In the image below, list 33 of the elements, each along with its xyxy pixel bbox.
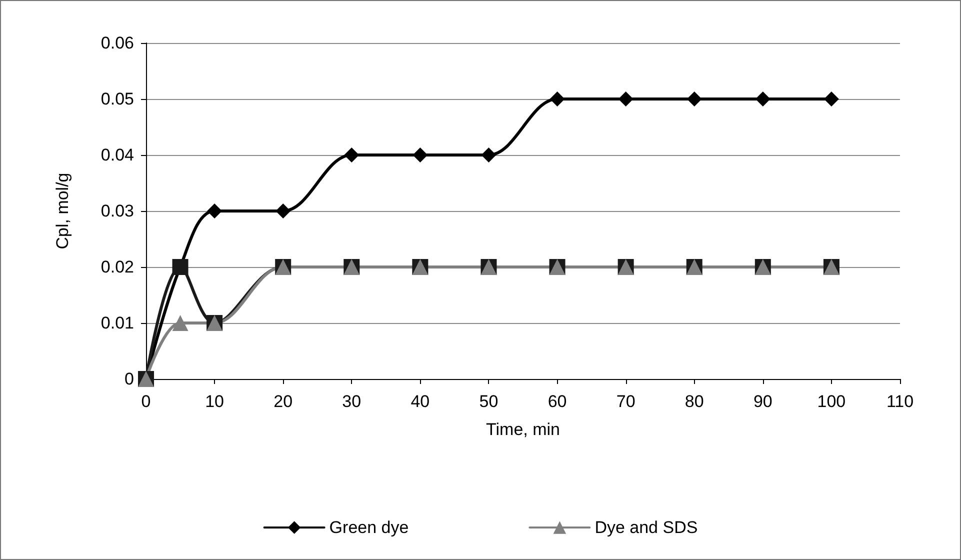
x-tick-label: 110 — [886, 392, 914, 411]
y-tick-label: 0.04 — [100, 146, 134, 164]
x-tick-label: 0 — [141, 392, 151, 411]
x-tick-label: 90 — [753, 392, 772, 411]
x-tick-label: 70 — [616, 392, 636, 411]
point — [618, 92, 634, 106]
y-axis-title: Cpl, mol/g — [53, 172, 72, 250]
x-tick-label: 60 — [548, 392, 567, 411]
legend-label: Green dye — [329, 518, 409, 537]
point — [686, 92, 702, 106]
x-tick-label: 50 — [479, 392, 498, 411]
x-tick-label: 20 — [274, 392, 293, 411]
x-axis-title: Time, min — [486, 420, 560, 439]
y-tick-label: 0.03 — [100, 202, 134, 220]
legend-label: Dye and SDS — [594, 518, 698, 537]
x-tick-label: 30 — [342, 392, 362, 411]
x-tick-label: 10 — [205, 392, 224, 411]
y-tick-label: 0 — [124, 370, 134, 388]
point — [344, 148, 360, 162]
point — [207, 204, 222, 218]
point — [550, 92, 565, 106]
x-tick-label: 40 — [410, 392, 430, 411]
x-tick-label: 80 — [684, 392, 704, 411]
x-tick-label: 100 — [817, 392, 846, 411]
y-tick-label: 0.02 — [100, 258, 134, 276]
point — [276, 204, 291, 218]
y-tick-label: 0.05 — [100, 90, 134, 108]
point — [824, 92, 839, 106]
point — [755, 92, 770, 106]
point — [412, 148, 428, 162]
y-tick-label: 0.01 — [100, 314, 134, 332]
point — [481, 148, 496, 162]
y-tick-label: 0.06 — [100, 34, 134, 52]
